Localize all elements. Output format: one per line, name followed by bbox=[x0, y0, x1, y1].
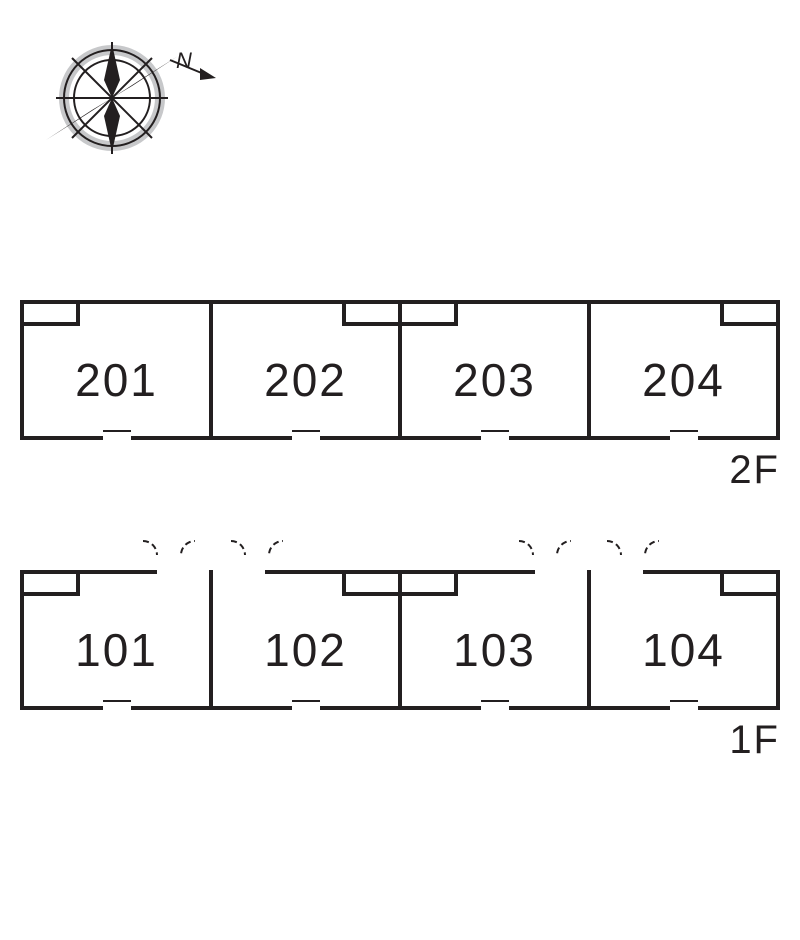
compass-icon bbox=[40, 20, 220, 170]
door-arc bbox=[556, 540, 586, 570]
door-opening bbox=[157, 570, 209, 574]
window-mark bbox=[670, 700, 698, 710]
unit-notch bbox=[20, 300, 80, 326]
unit-101: 101 bbox=[24, 574, 213, 706]
floorplan-diagram: N 201 202 203 204 bbox=[0, 0, 800, 940]
unit-notch bbox=[720, 570, 780, 596]
window-mark bbox=[292, 430, 320, 440]
compass-rose: N bbox=[40, 20, 220, 170]
floor-label-1f: 1F bbox=[729, 718, 780, 763]
window-mark bbox=[481, 700, 509, 710]
unit-202: 202 bbox=[213, 304, 402, 436]
door-arc bbox=[128, 540, 158, 570]
door-arc bbox=[180, 540, 210, 570]
door-arc bbox=[644, 540, 674, 570]
unit-label: 104 bbox=[642, 623, 725, 677]
window-mark bbox=[481, 430, 509, 440]
unit-label: 201 bbox=[75, 353, 158, 407]
unit-notch bbox=[342, 300, 402, 326]
window-mark bbox=[103, 430, 131, 440]
door-arc bbox=[268, 540, 298, 570]
window-mark bbox=[292, 700, 320, 710]
door-arcs bbox=[20, 536, 780, 570]
unit-label: 102 bbox=[264, 623, 347, 677]
door-opening bbox=[591, 570, 643, 574]
floor-1f: 101 102 103 104 1F bbox=[20, 570, 780, 710]
door-opening bbox=[535, 570, 587, 574]
unit-label: 204 bbox=[642, 353, 725, 407]
unit-notch bbox=[398, 570, 458, 596]
unit-label: 101 bbox=[75, 623, 158, 677]
unit-notch bbox=[720, 300, 780, 326]
door-arc bbox=[592, 540, 622, 570]
unit-notch bbox=[398, 300, 458, 326]
unit-102: 102 bbox=[213, 574, 402, 706]
unit-103: 103 bbox=[402, 574, 591, 706]
unit-204: 204 bbox=[591, 304, 776, 436]
door-arc bbox=[504, 540, 534, 570]
floor-1f-row: 101 102 103 104 bbox=[20, 570, 780, 710]
unit-203: 203 bbox=[402, 304, 591, 436]
unit-notch bbox=[342, 570, 402, 596]
floor-2f-row: 201 202 203 204 bbox=[20, 300, 780, 440]
unit-label: 103 bbox=[453, 623, 536, 677]
window-mark bbox=[670, 430, 698, 440]
unit-label: 202 bbox=[264, 353, 347, 407]
unit-201: 201 bbox=[24, 304, 213, 436]
unit-104: 104 bbox=[591, 574, 776, 706]
compass-north-label: N bbox=[176, 48, 192, 74]
floor-label-2f: 2F bbox=[729, 448, 780, 493]
window-mark bbox=[103, 700, 131, 710]
unit-label: 203 bbox=[453, 353, 536, 407]
floor-2f: 201 202 203 204 2F bbox=[20, 300, 780, 440]
door-arc bbox=[216, 540, 246, 570]
unit-notch bbox=[20, 570, 80, 596]
door-opening bbox=[213, 570, 265, 574]
